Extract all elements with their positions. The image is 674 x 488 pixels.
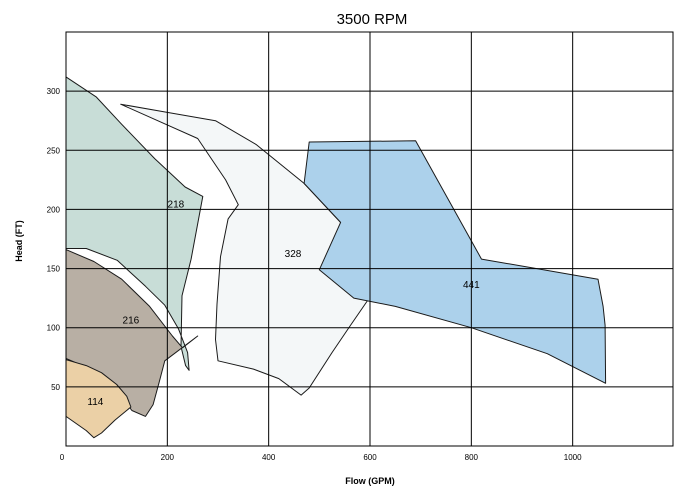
x-axis-label: Flow (GPM): [345, 476, 395, 486]
x-tick-label: 1000: [564, 453, 582, 462]
y-tick-label: 300: [47, 87, 61, 96]
x-tick-label: 400: [262, 453, 276, 462]
region-label-441: 441: [463, 280, 480, 291]
chart-title: 3500 RPM: [337, 11, 408, 28]
y-tick-label: 150: [47, 265, 61, 274]
y-tick-label: 250: [47, 146, 61, 155]
plot-frame: [65, 31, 674, 447]
y-tick-label: 100: [47, 324, 61, 333]
region-328: [120, 103, 371, 396]
y-tick-label: 200: [47, 205, 61, 214]
region-label-218: 218: [168, 200, 185, 211]
x-tick-label: 600: [363, 453, 377, 462]
regions-layer: [65, 76, 607, 439]
region-114: [65, 359, 132, 439]
region-label-328: 328: [285, 249, 302, 260]
region-label-216: 216: [123, 315, 140, 326]
ticks-layer: 0 200 400 600 800 1000 50 100 150 200 250 300: [47, 87, 582, 462]
grid-layer: [66, 32, 673, 446]
y-tick-label: 50: [51, 383, 60, 392]
x-tick-label: 200: [161, 453, 175, 462]
region-441: [303, 140, 607, 384]
labels-layer: 328 441 218 216 114: [87, 200, 480, 409]
x-tick-label: 0: [60, 453, 65, 462]
y-axis-label: Head (FT): [14, 220, 24, 262]
region-label-114: 114: [87, 397, 103, 408]
x-tick-label: 800: [465, 453, 479, 462]
